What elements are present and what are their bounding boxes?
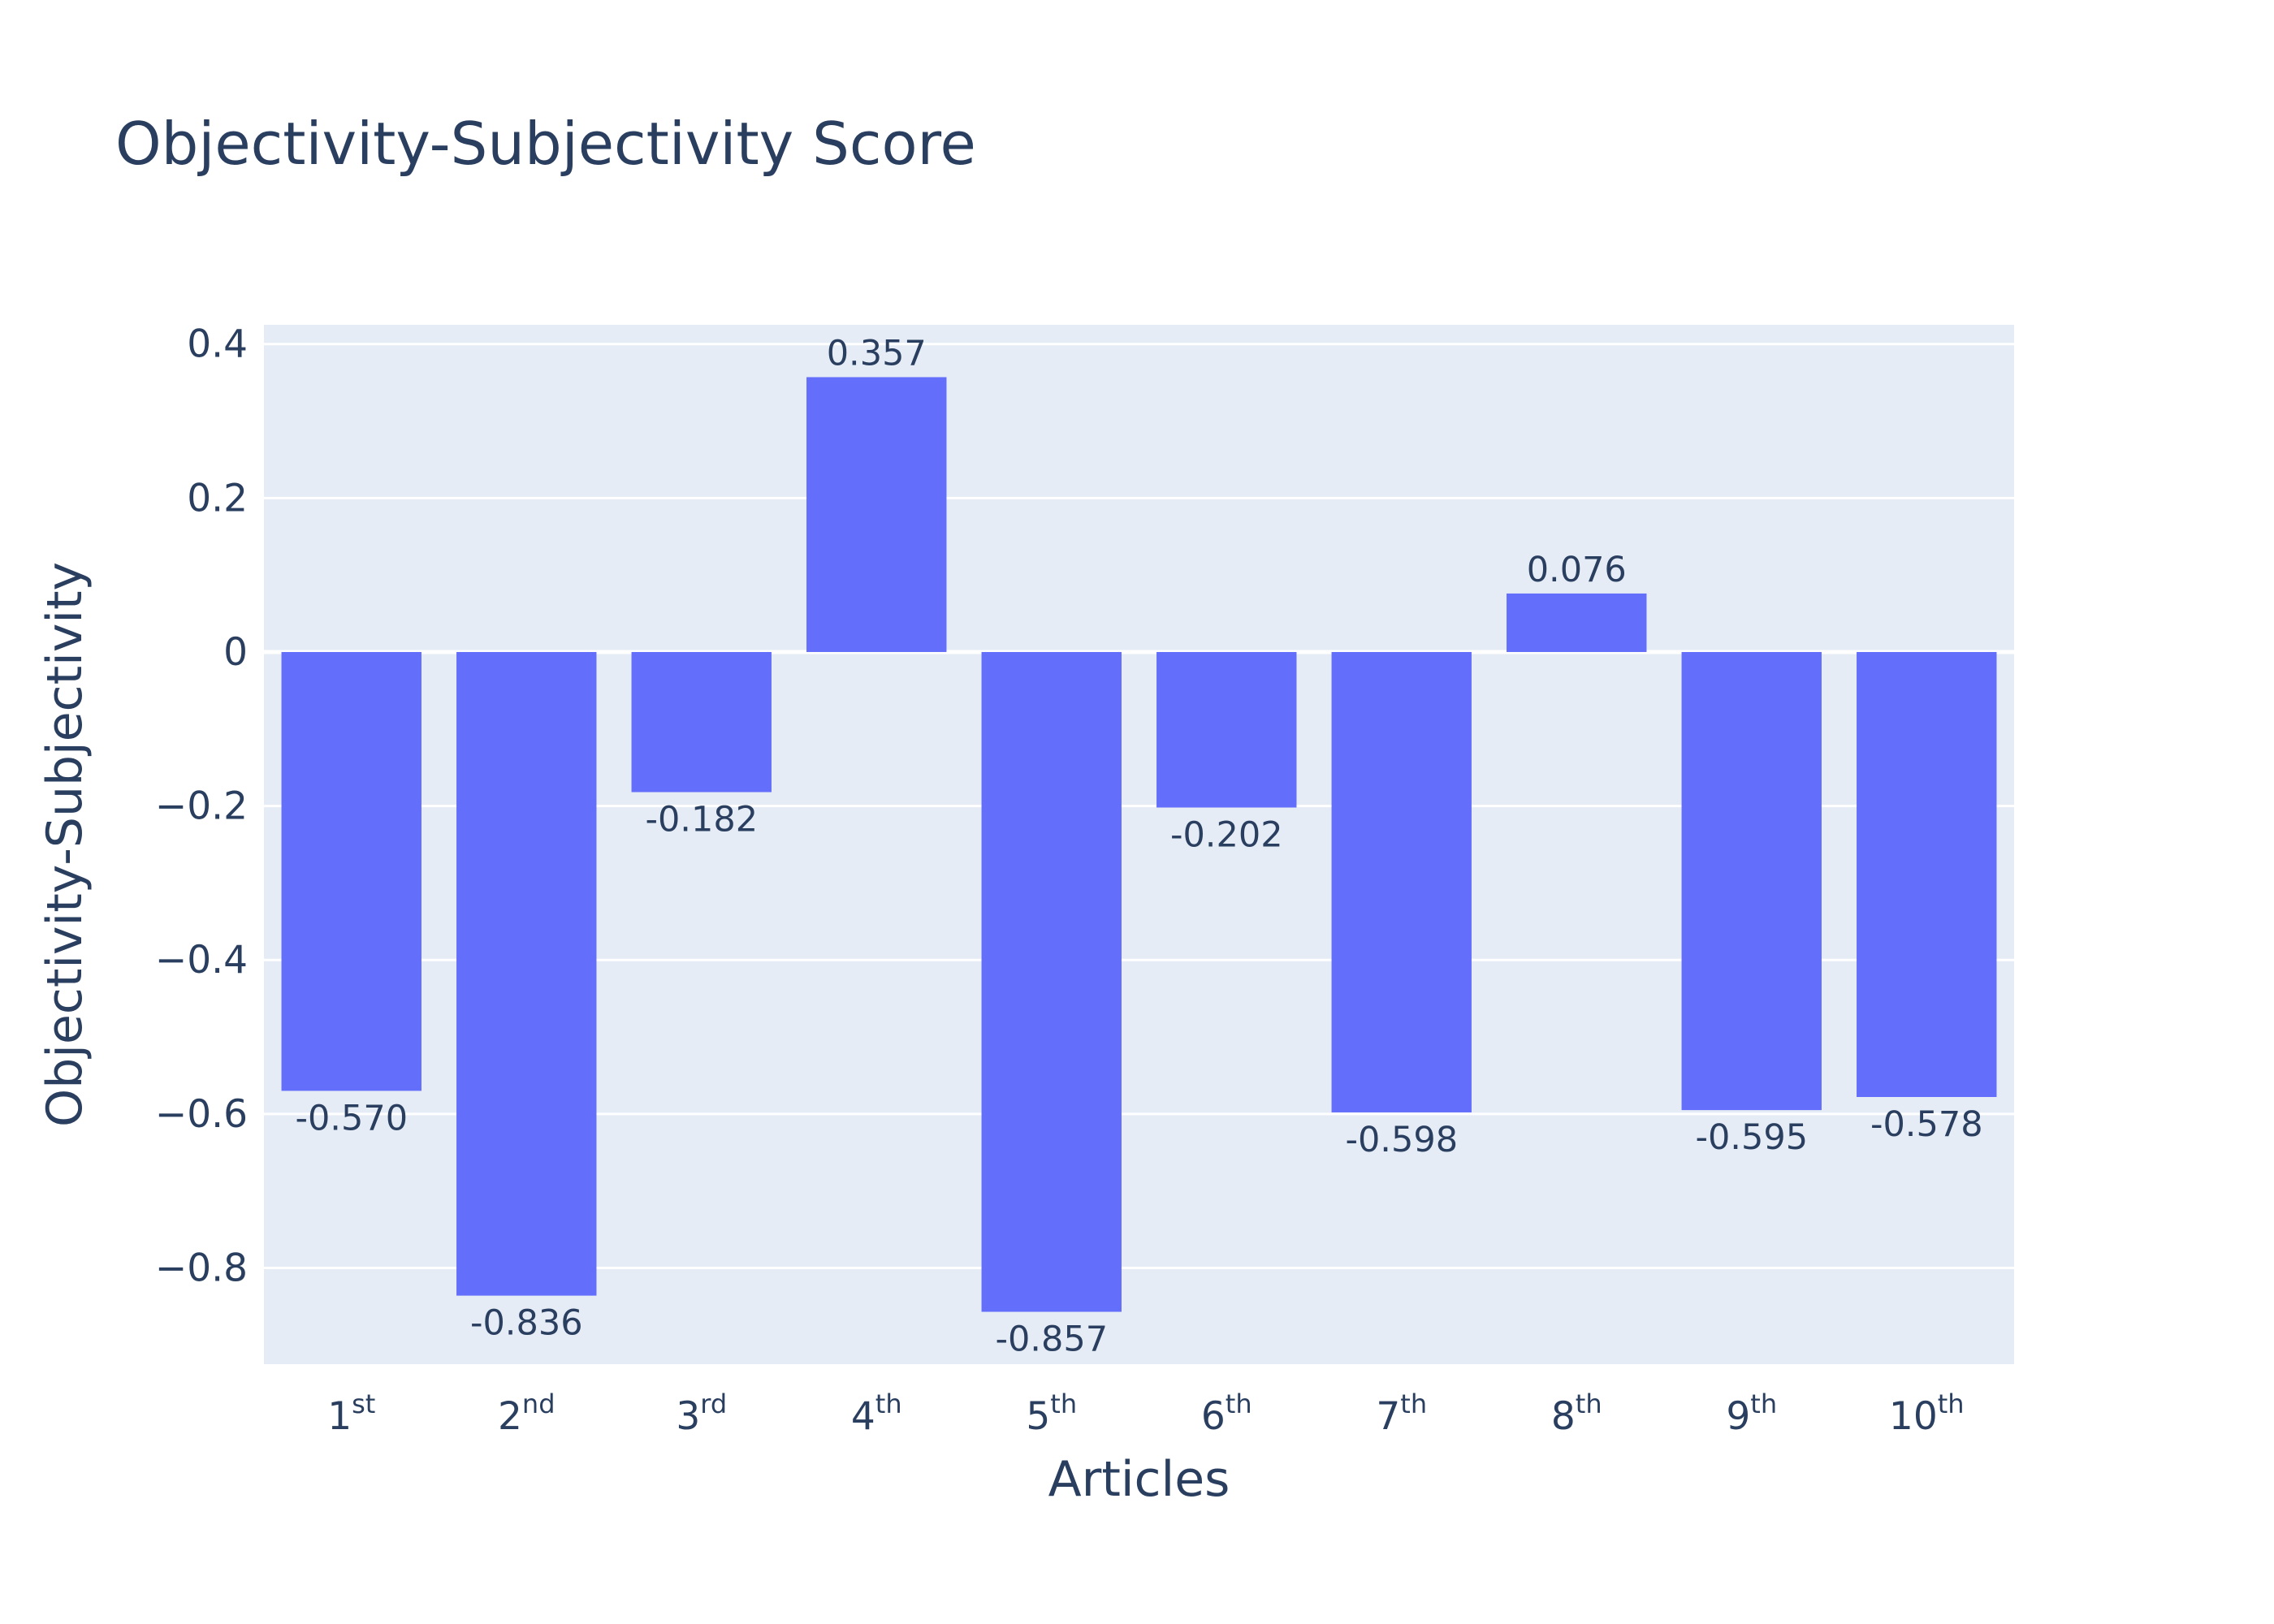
x-tick-label: 5th xyxy=(1026,1389,1077,1439)
bar xyxy=(1681,651,1822,1111)
x-tick-label: 8th xyxy=(1551,1389,1602,1439)
y-axis-title: Objectivity-Subjectivity xyxy=(37,562,93,1127)
bar xyxy=(1507,593,1647,652)
y-tick-label: 0.2 xyxy=(187,476,248,520)
bar-value-label: -0.202 xyxy=(1170,814,1283,855)
x-tick-label: 1st xyxy=(327,1389,375,1439)
bar xyxy=(1857,651,1997,1097)
x-tick-label: 4th xyxy=(851,1389,902,1439)
y-tick-label: −0.8 xyxy=(155,1246,248,1290)
y-axis-ticks: 0.4 0.2 0 −0.2 −0.4 −0.6 −0.8 xyxy=(155,322,248,1291)
bar xyxy=(1331,651,1472,1112)
bar-value-label: -0.570 xyxy=(295,1098,408,1138)
bar-value-label: 0.357 xyxy=(827,333,927,374)
bar-value-label: -0.182 xyxy=(645,800,758,840)
x-axis-title: Articles xyxy=(1048,1451,1230,1508)
bar xyxy=(806,377,947,652)
bar xyxy=(981,651,1122,1312)
x-tick-label: 6th xyxy=(1201,1389,1252,1439)
bar xyxy=(631,651,772,793)
x-tick-label: 2nd xyxy=(498,1389,556,1439)
y-tick-label: −0.4 xyxy=(155,938,248,983)
bar-value-label: 0.076 xyxy=(1527,550,1627,590)
bar-value-label: -0.598 xyxy=(1345,1120,1458,1160)
bar xyxy=(456,651,597,1296)
bar xyxy=(281,651,422,1091)
x-tick-label: 9th xyxy=(1726,1389,1777,1439)
y-tick-label: 0 xyxy=(223,630,248,675)
bar-value-labels: -0.570 -0.836 -0.182 0.357 -0.857 -0.202 -0.59… xyxy=(295,333,1982,1359)
bar xyxy=(1156,651,1297,808)
bar-value-label: -0.836 xyxy=(470,1303,583,1344)
bars xyxy=(281,377,1997,1312)
x-tick-label: 10th xyxy=(1889,1389,1965,1439)
chart-title: Objectivity-Subjectivity Score xyxy=(115,110,976,178)
y-tick-label: −0.6 xyxy=(155,1092,248,1137)
y-tick-label: −0.2 xyxy=(155,784,248,829)
x-axis-ticks: 1st 2nd 3rd 4th 5th 6th 7th 8th 9th 10th xyxy=(327,1389,1964,1439)
bar-value-label: -0.857 xyxy=(995,1320,1108,1360)
bar-value-label: -0.595 xyxy=(1695,1117,1808,1158)
y-tick-label: 0.4 xyxy=(187,322,248,367)
x-tick-label: 7th xyxy=(1376,1389,1427,1439)
x-tick-label: 3rd xyxy=(676,1389,727,1439)
bar-value-label: -0.578 xyxy=(1870,1104,1983,1145)
